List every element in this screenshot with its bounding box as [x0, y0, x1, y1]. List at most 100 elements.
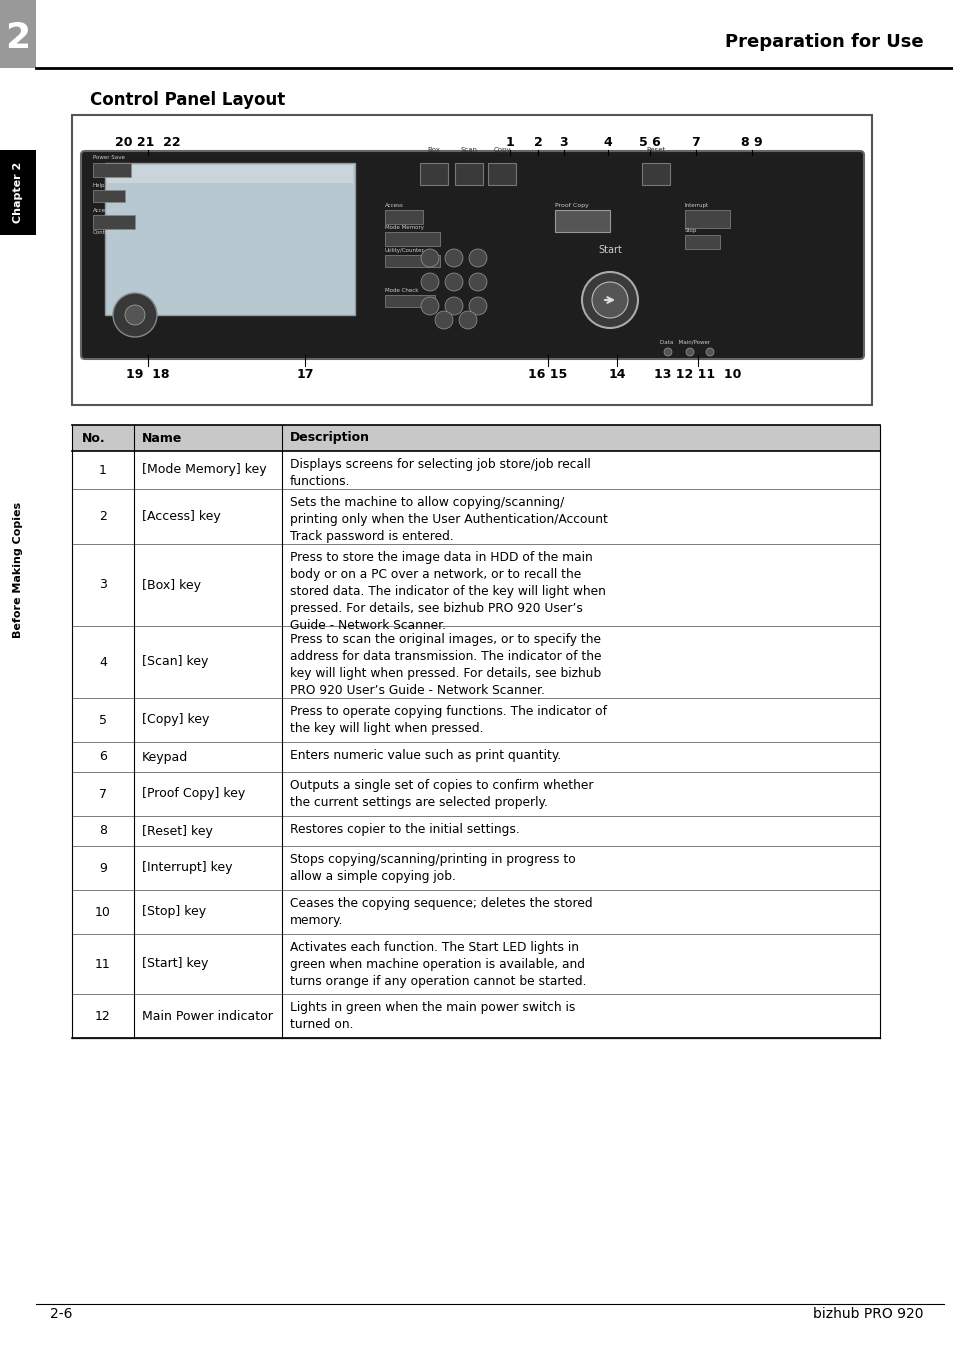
Text: [Mode Memory] key: [Mode Memory] key: [142, 464, 266, 476]
Text: 2: 2: [533, 135, 542, 149]
Text: Chapter 2: Chapter 2: [13, 161, 23, 223]
Circle shape: [125, 306, 145, 324]
Circle shape: [112, 293, 157, 337]
Text: Mode Check: Mode Check: [385, 288, 418, 293]
Text: Stops copying/scanning/printing in progress to
allow a simple copying job.: Stops copying/scanning/printing in progr…: [290, 853, 576, 883]
Text: [Proof Copy] key: [Proof Copy] key: [142, 787, 245, 800]
Text: 4: 4: [603, 135, 612, 149]
Bar: [641, 164, 669, 185]
Text: 10: 10: [95, 906, 111, 918]
Circle shape: [685, 347, 693, 356]
Text: 7: 7: [691, 135, 700, 149]
Text: Reset: Reset: [646, 147, 665, 153]
Bar: [385, 256, 439, 266]
Text: Displays screens for selecting job store/job recall
functions.: Displays screens for selecting job store…: [290, 458, 590, 488]
Circle shape: [420, 297, 438, 315]
Text: Power Save: Power Save: [92, 155, 125, 160]
Text: 2-6: 2-6: [50, 1307, 72, 1321]
Circle shape: [420, 249, 438, 266]
Circle shape: [458, 311, 476, 329]
Text: Keypad: Keypad: [142, 750, 188, 764]
Bar: [0, 0, 36, 68]
Text: Restores copier to the initial settings.: Restores copier to the initial settings.: [290, 823, 519, 836]
Text: No.: No.: [82, 431, 106, 445]
Text: bizhub PRO 920: bizhub PRO 920: [813, 1307, 923, 1321]
Text: Box: Box: [427, 147, 440, 153]
Circle shape: [705, 347, 713, 356]
Text: [Scan] key: [Scan] key: [142, 656, 208, 668]
Circle shape: [420, 273, 438, 291]
Text: 3: 3: [559, 135, 568, 149]
Bar: [92, 164, 131, 177]
Text: [Copy] key: [Copy] key: [142, 714, 209, 726]
Text: 14: 14: [608, 368, 625, 380]
Text: [Access] key: [Access] key: [142, 510, 220, 523]
Text: Name: Name: [142, 431, 182, 445]
Text: Sets the machine to allow copying/scanning/
printing only when the User Authenti: Sets the machine to allow copying/scanni…: [290, 496, 607, 544]
Text: Data   Main/Power: Data Main/Power: [659, 339, 709, 345]
Circle shape: [581, 272, 638, 329]
Text: 13 12 11  10: 13 12 11 10: [654, 368, 740, 380]
Text: Control Panel Layout: Control Panel Layout: [90, 91, 285, 110]
Text: 20 21  22: 20 21 22: [115, 135, 181, 149]
Text: Press to store the image data in HDD of the main
body or on a PC over a network,: Press to store the image data in HDD of …: [290, 552, 605, 631]
Text: 9: 9: [99, 861, 107, 875]
Bar: [105, 164, 355, 315]
Text: Lights in green when the main power switch is
turned on.: Lights in green when the main power swit…: [290, 1000, 575, 1032]
Text: 1: 1: [505, 135, 514, 149]
Text: 4: 4: [99, 656, 107, 668]
Text: [Box] key: [Box] key: [142, 579, 201, 592]
Text: 1: 1: [99, 464, 107, 476]
Text: [Stop] key: [Stop] key: [142, 906, 206, 918]
Bar: [385, 233, 439, 246]
Text: Stop: Stop: [684, 228, 697, 233]
Text: Help: Help: [92, 183, 106, 188]
Circle shape: [469, 273, 486, 291]
Text: 19  18: 19 18: [126, 368, 170, 380]
Bar: [385, 295, 435, 307]
Text: 7: 7: [99, 787, 107, 800]
Text: Copy: Copy: [493, 147, 510, 153]
Bar: [0, 150, 36, 235]
Circle shape: [469, 297, 486, 315]
Text: Preparation for Use: Preparation for Use: [724, 32, 923, 51]
Circle shape: [444, 297, 462, 315]
Text: Access: Access: [385, 203, 403, 208]
Text: [Reset] key: [Reset] key: [142, 825, 213, 837]
Text: Press to scan the original images, or to specify the
address for data transmissi: Press to scan the original images, or to…: [290, 633, 601, 698]
Bar: [455, 164, 482, 185]
Text: 16 15: 16 15: [528, 368, 567, 380]
Text: [Start] key: [Start] key: [142, 957, 208, 971]
Bar: [71, 115, 871, 406]
Text: Enters numeric value such as print quantity.: Enters numeric value such as print quant…: [290, 749, 560, 763]
Bar: [71, 425, 879, 452]
Text: 3: 3: [99, 579, 107, 592]
Text: 17: 17: [296, 368, 314, 380]
Bar: [684, 210, 729, 228]
Bar: [92, 215, 135, 228]
Text: Scan: Scan: [460, 147, 477, 153]
Text: 8 9: 8 9: [740, 135, 762, 149]
Text: Interrupt: Interrupt: [684, 203, 708, 208]
Circle shape: [444, 249, 462, 266]
Text: Start: Start: [598, 245, 621, 256]
Text: Ceases the copying sequence; deletes the stored
memory.: Ceases the copying sequence; deletes the…: [290, 896, 592, 927]
Text: Contrast: Contrast: [92, 230, 116, 235]
Text: 2: 2: [6, 22, 30, 55]
Text: Proof Copy: Proof Copy: [555, 203, 588, 208]
Circle shape: [592, 283, 627, 318]
Bar: [488, 164, 516, 185]
Bar: [419, 164, 448, 185]
Text: [Interrupt] key: [Interrupt] key: [142, 861, 233, 875]
Text: Description: Description: [290, 431, 370, 445]
Text: Activates each function. The Start LED lights in
green when machine operation is: Activates each function. The Start LED l…: [290, 941, 586, 988]
Text: 2: 2: [99, 510, 107, 523]
Bar: [92, 191, 125, 201]
Bar: [684, 235, 720, 249]
Circle shape: [435, 311, 453, 329]
Text: 11: 11: [95, 957, 111, 971]
Text: 12: 12: [95, 1010, 111, 1022]
Bar: [107, 165, 353, 183]
Text: Utility/Counter: Utility/Counter: [385, 247, 424, 253]
Text: 5 6: 5 6: [639, 135, 660, 149]
